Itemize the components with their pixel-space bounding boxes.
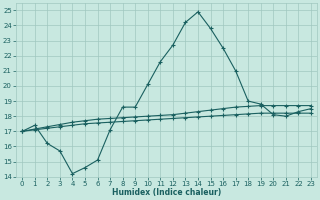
X-axis label: Humidex (Indice chaleur): Humidex (Indice chaleur) bbox=[112, 188, 221, 197]
